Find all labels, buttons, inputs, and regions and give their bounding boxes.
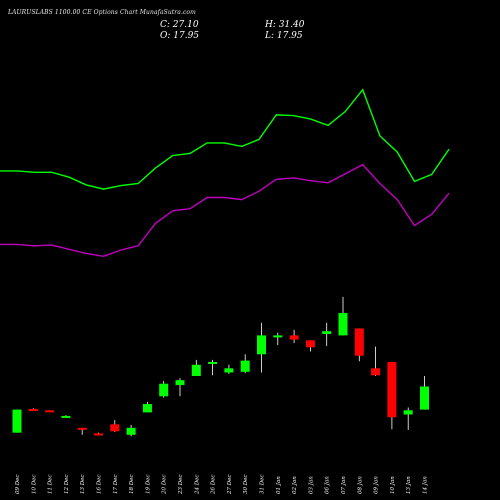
x-tick-label: 20 Dec [162, 475, 168, 496]
candle-body [175, 380, 185, 386]
candle-body [110, 424, 120, 432]
candle-body [371, 368, 381, 376]
x-tick-label: 02 Jan [292, 476, 298, 494]
x-tick-label: 14 Jan [423, 476, 429, 494]
candle-body [28, 408, 38, 411]
x-tick-label: 16 Dec [97, 475, 103, 495]
candle-body [142, 404, 152, 413]
x-tick-label: 17 Dec [113, 475, 119, 495]
candle-body [338, 313, 348, 336]
close-value: C: 27.10 [160, 20, 199, 30]
x-tick-label: 03 Jan [308, 476, 314, 494]
high-value: H: 31.40 [265, 20, 305, 30]
candle-body [126, 427, 136, 435]
x-tick-label: 10 Jan [390, 476, 396, 494]
open-value: O: 17.95 [160, 31, 200, 41]
candle-body [240, 360, 250, 372]
low-value: L: 17.95 [265, 31, 303, 41]
x-tick-label: 13 Jan [406, 476, 412, 494]
candle-body [305, 340, 315, 348]
x-tick-label: 10 Dec [31, 475, 37, 495]
x-tick-label: 23 Dec [178, 475, 184, 496]
x-tick-label: 01 Jan [276, 476, 282, 494]
x-tick-label: 24 Dec [194, 475, 200, 496]
x-tick-label: 06 Jan [325, 476, 331, 494]
candle-body [420, 386, 429, 410]
candle-body [289, 335, 299, 340]
x-tick-label: 07 Jan [341, 476, 347, 494]
candle-body [77, 427, 87, 430]
candle-body [12, 409, 22, 433]
x-tick-label: 12 Dec [64, 475, 70, 495]
candle-body [273, 335, 283, 338]
candle-body [45, 410, 55, 413]
chart-title: LAURUSLABS 1100.00 CE Options Chart Muna… [8, 9, 196, 16]
candle-body [257, 335, 266, 355]
candle-body [191, 364, 201, 376]
x-tick-label: 31 Dec [260, 475, 266, 495]
candle-body [322, 331, 332, 334]
x-tick-label: 27 Dec [227, 475, 233, 496]
candle-body [387, 362, 397, 418]
x-tick-label: 09 Jan [374, 476, 380, 494]
x-tick-label: 13 Dec [80, 475, 86, 495]
green-indicator-line [0, 88, 450, 190]
candle-body [224, 368, 234, 373]
x-tick-label: 18 Dec [129, 475, 135, 495]
candle-body [159, 383, 169, 397]
candle-body [208, 362, 218, 364]
magenta-indicator-line [0, 163, 450, 258]
x-tick-label: 11 Dec [48, 475, 54, 495]
x-tick-label: 26 Dec [211, 475, 217, 496]
candle-body [354, 328, 364, 356]
x-tick-label: 19 Dec [145, 475, 151, 495]
x-tick-label: 30 Dec [243, 475, 249, 495]
x-tick-label: 09 Dec [15, 475, 21, 495]
x-tick-label: 08 Jan [357, 476, 363, 494]
candle-body [61, 415, 71, 418]
candle-body [403, 410, 413, 415]
candle-body [94, 433, 103, 436]
